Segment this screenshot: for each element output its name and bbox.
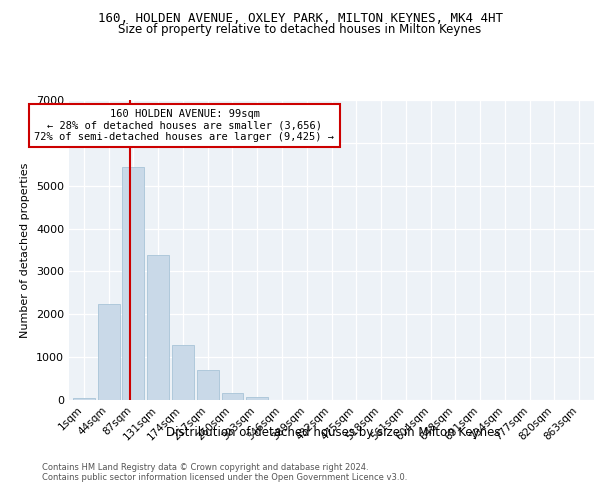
Bar	[247, 396, 268, 400]
Text: Size of property relative to detached houses in Milton Keynes: Size of property relative to detached ho…	[118, 22, 482, 36]
Bar	[98, 304, 119, 400]
Text: 160, HOLDEN AVENUE, OXLEY PARK, MILTON KEYNES, MK4 4HT: 160, HOLDEN AVENUE, OXLEY PARK, MILTON K…	[97, 12, 503, 26]
Bar	[197, 370, 218, 400]
Bar	[221, 392, 244, 400]
Bar	[147, 255, 169, 400]
Text: 160 HOLDEN AVENUE: 99sqm
← 28% of detached houses are smaller (3,656)
72% of sem: 160 HOLDEN AVENUE: 99sqm ← 28% of detach…	[35, 109, 335, 142]
Bar	[172, 344, 194, 400]
Text: Contains HM Land Registry data © Crown copyright and database right 2024.: Contains HM Land Registry data © Crown c…	[42, 464, 368, 472]
Y-axis label: Number of detached properties: Number of detached properties	[20, 162, 31, 338]
Bar	[122, 168, 144, 400]
Bar	[73, 398, 95, 400]
Text: Contains public sector information licensed under the Open Government Licence v3: Contains public sector information licen…	[42, 474, 407, 482]
Text: Distribution of detached houses by size in Milton Keynes: Distribution of detached houses by size …	[166, 426, 500, 439]
